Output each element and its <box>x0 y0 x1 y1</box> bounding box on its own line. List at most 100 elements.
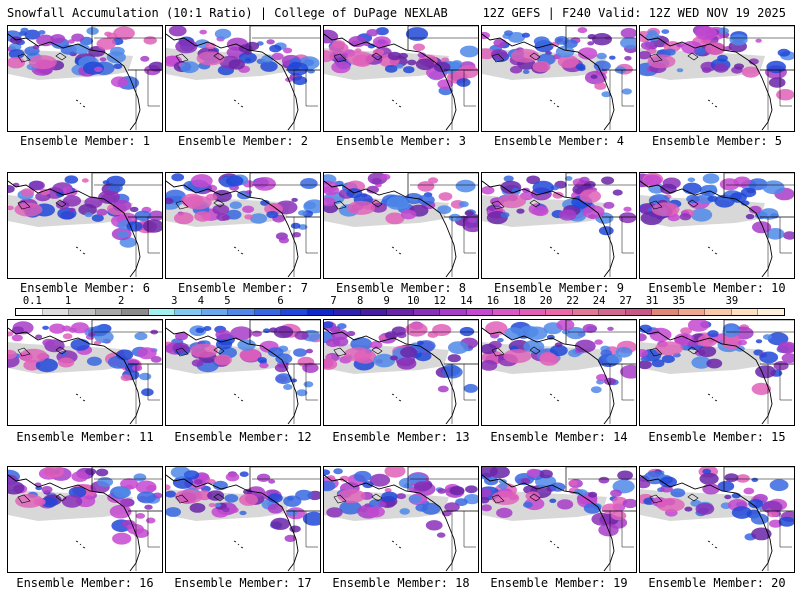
legend-swatch <box>731 309 759 315</box>
legend-swatch <box>678 309 706 315</box>
map-image <box>640 467 794 572</box>
snowfall-legend: 0.1 1 2 3 4 5 6 7 8 9 10 12 14 16 18 20 22 24 27 31 35 39 <box>15 296 785 318</box>
map-image <box>166 320 320 425</box>
map-image <box>482 26 636 131</box>
legend-label: 27 <box>619 295 633 307</box>
ensemble-member-label: Ensemble Member: 3 <box>335 134 467 148</box>
legend-label: 4 <box>197 295 205 307</box>
map-image <box>324 467 478 572</box>
map-image <box>166 467 320 572</box>
ensemble-map-panel <box>7 25 163 132</box>
legend-label: 7 <box>330 295 337 307</box>
map-image <box>640 26 794 131</box>
ensemble-map-panel <box>165 25 321 132</box>
ensemble-member-label: Ensemble Member: 20 <box>648 576 786 590</box>
legend-swatch <box>519 309 547 315</box>
legend-swatch <box>572 309 600 315</box>
legend-label: 16 <box>486 295 500 307</box>
legend-label: 31 <box>645 295 659 307</box>
legend-label: 8 <box>357 295 364 307</box>
map-image <box>166 173 320 278</box>
legend-swatch <box>546 309 573 315</box>
legend-swatch <box>95 309 123 315</box>
ensemble-map-panel <box>481 466 637 573</box>
ensemble-member-label: Ensemble Member: 19 <box>490 576 628 590</box>
legend-swatch <box>228 309 255 315</box>
legend-swatch <box>334 309 361 315</box>
ensemble-member-label: Ensemble Member: 10 <box>648 281 786 295</box>
map-image <box>324 26 478 131</box>
legend-swatch <box>360 309 388 315</box>
map-image <box>482 467 636 572</box>
map-image <box>8 26 162 131</box>
ensemble-map-panel <box>639 172 795 279</box>
legend-swatch <box>201 309 229 315</box>
ensemble-member-label: Ensemble Member: 15 <box>648 430 786 444</box>
map-image <box>482 173 636 278</box>
legend-label: 14 <box>460 295 473 307</box>
legend-swatch <box>413 309 441 315</box>
ensemble-member-label: Ensemble Member: 8 <box>335 281 467 295</box>
legend-swatch <box>175 309 202 315</box>
ensemble-map-panel <box>481 319 637 426</box>
map-image <box>640 320 794 425</box>
legend-label: 18 <box>513 295 526 307</box>
ensemble-member-label: Ensemble Member: 13 <box>332 430 470 444</box>
map-image <box>8 467 162 572</box>
legend-label: 0.1 <box>22 295 42 307</box>
ensemble-member-label: Ensemble Member: 4 <box>493 134 625 148</box>
ensemble-map-panel <box>7 466 163 573</box>
map-image <box>8 173 162 278</box>
page-title: Snowfall Accumulation (10:1 Ratio) | Col… <box>7 6 448 20</box>
ensemble-map-panel <box>639 319 795 426</box>
legend-swatch <box>652 309 679 315</box>
legend-label: 35 <box>672 295 686 307</box>
legend-swatch <box>307 309 335 315</box>
map-image <box>640 173 794 278</box>
legend-label: 12 <box>433 295 447 307</box>
legend-label: 10 <box>406 295 420 307</box>
ensemble-map-panel <box>7 172 163 279</box>
ensemble-map-panel <box>165 172 321 279</box>
legend-swatch <box>440 309 467 315</box>
legend-swatch <box>387 309 414 315</box>
legend-label: 3 <box>171 295 178 307</box>
ensemble-member-label: Ensemble Member: 11 <box>16 430 154 444</box>
ensemble-member-label: Ensemble Member: 9 <box>493 281 625 295</box>
ensemble-member-label: Ensemble Member: 2 <box>177 134 309 148</box>
map-image <box>324 173 478 278</box>
ensemble-map-panel <box>481 25 637 132</box>
map-image <box>8 320 162 425</box>
legend-swatch <box>705 309 732 315</box>
valid-time-label: 12Z GEFS | F240 Valid: 12Z WED NOV 19 20… <box>482 6 786 20</box>
legend-label: 24 <box>592 295 606 307</box>
ensemble-member-label: Ensemble Member: 1 <box>19 134 151 148</box>
legend-label: 22 <box>566 295 579 307</box>
ensemble-map-panel <box>165 466 321 573</box>
legend-swatch <box>758 309 784 315</box>
ensemble-map-panel <box>639 25 795 132</box>
ensemble-map-panel <box>639 466 795 573</box>
legend-swatch <box>281 309 308 315</box>
legend-swatch <box>466 309 494 315</box>
legend-swatch <box>69 309 96 315</box>
ensemble-map-panel <box>481 172 637 279</box>
legend-label: 6 <box>277 295 284 307</box>
legend-swatch <box>42 309 70 315</box>
legend-swatch <box>122 309 149 315</box>
legend-label: 39 <box>725 295 739 307</box>
ensemble-member-label: Ensemble Member: 17 <box>174 576 312 590</box>
legend-label: 9 <box>383 295 390 307</box>
map-image <box>166 26 320 131</box>
legend-labels: 0.1 1 2 3 4 5 6 7 8 9 10 12 14 16 18 20 22 24 27 31 35 39 <box>15 296 785 307</box>
legend-swatch <box>625 309 653 315</box>
ensemble-map-panel <box>323 172 479 279</box>
legend-swatch <box>148 309 176 315</box>
legend-swatch <box>493 309 520 315</box>
ensemble-map-panel <box>323 319 479 426</box>
legend-color-bar <box>15 308 785 316</box>
legend-label: 1 <box>64 295 72 307</box>
legend-swatch <box>16 309 43 315</box>
ensemble-map-panel <box>7 319 163 426</box>
ensemble-member-label: Ensemble Member: 16 <box>16 576 154 590</box>
